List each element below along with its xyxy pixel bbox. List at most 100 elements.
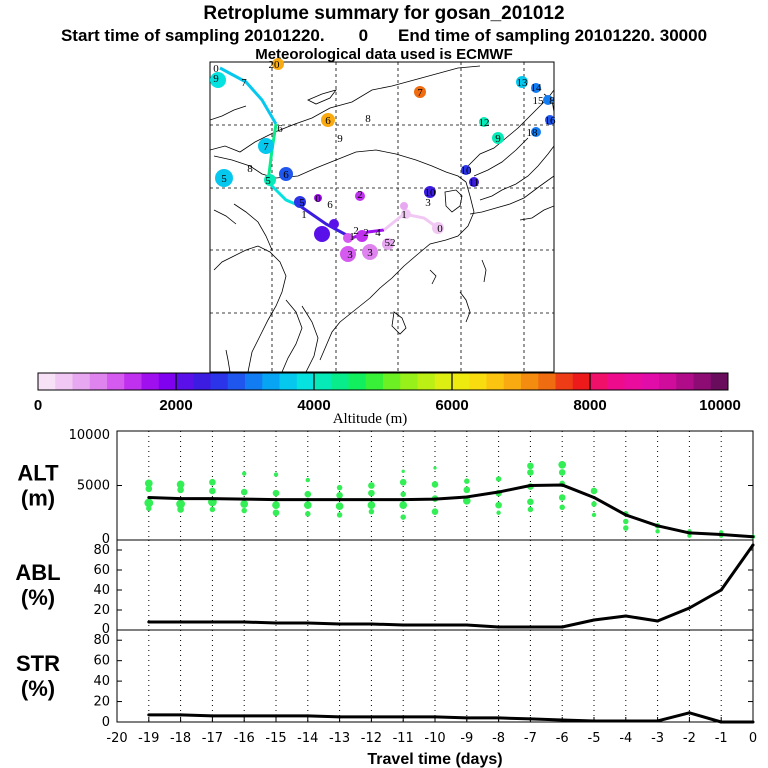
series-point bbox=[624, 614, 628, 618]
series-point bbox=[147, 495, 151, 499]
colorbar-tick-label: 0 bbox=[34, 397, 42, 414]
altitude-scatter-point bbox=[336, 512, 343, 518]
x-tick-label: -15 bbox=[265, 731, 286, 746]
altitude-scatter-point bbox=[463, 486, 471, 494]
altitude-scatter-point bbox=[558, 494, 566, 501]
altitude-scatter-point bbox=[145, 485, 153, 493]
x-tick-label: -19 bbox=[138, 731, 159, 746]
colorbar-cell bbox=[469, 373, 487, 390]
colorbar-tick-label: 8000 bbox=[573, 397, 606, 414]
altitude-scatter-point bbox=[144, 479, 153, 488]
colorbar-cell bbox=[210, 373, 229, 390]
colorbar-cell bbox=[72, 373, 91, 390]
altitude-scatter-point bbox=[590, 487, 598, 495]
colorbar-cell bbox=[693, 373, 712, 390]
series-point bbox=[592, 495, 596, 499]
altitude-scatter-point bbox=[368, 482, 375, 489]
colorbar-cell bbox=[417, 373, 436, 390]
plume-day-label: 2 bbox=[363, 227, 369, 239]
x-tick-label: -12 bbox=[361, 731, 382, 746]
series-point bbox=[656, 524, 660, 528]
plume-day-label: 1 bbox=[401, 209, 407, 221]
y-tick-label: 5000 bbox=[77, 479, 110, 494]
colorbar-tick-label: 4000 bbox=[297, 397, 330, 414]
series-point bbox=[369, 498, 373, 502]
y-tick-label: 40 bbox=[93, 674, 110, 689]
plume-day-label: 0 bbox=[213, 63, 219, 75]
altitude-scatter-point bbox=[559, 504, 565, 511]
colorbar-frame bbox=[37, 372, 729, 391]
time-series-panels: 0500010000ALT(m)020406080ABL(%)020406080… bbox=[15, 428, 757, 768]
x-tick-label: -8 bbox=[492, 731, 505, 746]
plume-day-label: 9 bbox=[213, 73, 219, 85]
altitude-scatter-point bbox=[400, 491, 406, 497]
colorbar-cell bbox=[538, 373, 556, 390]
x-tick-label: -13 bbox=[329, 731, 350, 746]
altitude-scatter-point bbox=[591, 512, 597, 518]
panel-abl: 0 20 40 60 80 ABL(%) bbox=[15, 539, 755, 637]
plume-cluster bbox=[531, 127, 541, 137]
series-point bbox=[528, 484, 532, 487]
series-point bbox=[687, 606, 691, 610]
altitude-scatter-point bbox=[496, 510, 501, 515]
plume-cluster bbox=[543, 95, 553, 105]
series-point bbox=[497, 625, 501, 629]
altitude-scatter-point bbox=[335, 502, 344, 511]
x-tick-label: -20 bbox=[106, 731, 127, 746]
plume-day-label: 0 bbox=[315, 193, 321, 205]
plume-cluster bbox=[461, 165, 471, 175]
colorbar-cell bbox=[383, 373, 401, 390]
plume-track-segment bbox=[299, 204, 353, 240]
x-tick-label: -14 bbox=[297, 731, 318, 746]
altitude-scatter-point bbox=[495, 501, 502, 509]
y-tick-label: 0 bbox=[102, 715, 110, 730]
end-time-label: End time of sampling 20101220. 30000 bbox=[398, 26, 708, 45]
series-line bbox=[148, 544, 755, 629]
plume-day-label: 2 bbox=[357, 189, 363, 201]
plume-cluster bbox=[272, 58, 284, 70]
y-tick-label: 20 bbox=[93, 603, 110, 618]
plume-cluster bbox=[340, 246, 356, 262]
x-tick-label: -10 bbox=[424, 731, 445, 746]
altitude-scatter-point bbox=[527, 469, 534, 476]
plume-day-label: 9 bbox=[495, 133, 501, 145]
plume-cluster bbox=[258, 138, 274, 154]
series-point bbox=[306, 621, 310, 625]
plume-day-label: 7 bbox=[241, 77, 247, 89]
plume-day-label: 52 bbox=[385, 237, 396, 249]
series-point bbox=[179, 713, 183, 717]
plume-day-label: 5 bbox=[221, 173, 227, 185]
altitude-scatter-point bbox=[273, 472, 279, 477]
plume-day-label: 4 bbox=[375, 227, 381, 239]
plume-day-label: 18 bbox=[527, 127, 539, 139]
x-tick-label: -17 bbox=[202, 731, 223, 746]
altitude-scatter-point bbox=[655, 529, 660, 534]
colorbar-tick-label: 6000 bbox=[435, 397, 468, 414]
x-tick-label: -3 bbox=[651, 731, 664, 746]
altitude-scatter-point bbox=[272, 489, 280, 497]
series-point bbox=[433, 497, 437, 501]
altitude-scatter-point bbox=[241, 507, 247, 514]
series-point bbox=[242, 620, 246, 624]
plume-cluster bbox=[356, 230, 368, 242]
altitude-scatter-point bbox=[400, 514, 406, 520]
plume-cluster bbox=[516, 76, 528, 88]
altitude-scatter-point bbox=[433, 466, 437, 470]
x-tick-label: -9 bbox=[460, 731, 473, 746]
panel-ylabel-unit: (m) bbox=[21, 486, 55, 511]
panel-alt: 0 5000 10000 ALT(m) bbox=[17, 428, 756, 547]
colorbar-cell bbox=[607, 373, 625, 390]
series-point bbox=[433, 715, 437, 719]
altitude-scatter-point bbox=[687, 533, 692, 538]
colorbar-cell bbox=[107, 373, 125, 390]
series-point bbox=[147, 620, 151, 624]
colorbar-cell bbox=[245, 373, 263, 390]
altitude-scatter-point bbox=[242, 471, 247, 476]
altitude-scatter-point bbox=[367, 501, 376, 509]
plume-day-label: 8 bbox=[247, 163, 253, 175]
plume-cluster bbox=[362, 244, 378, 260]
y-tick-label: 0 bbox=[102, 622, 110, 637]
plume-cluster bbox=[424, 186, 436, 198]
